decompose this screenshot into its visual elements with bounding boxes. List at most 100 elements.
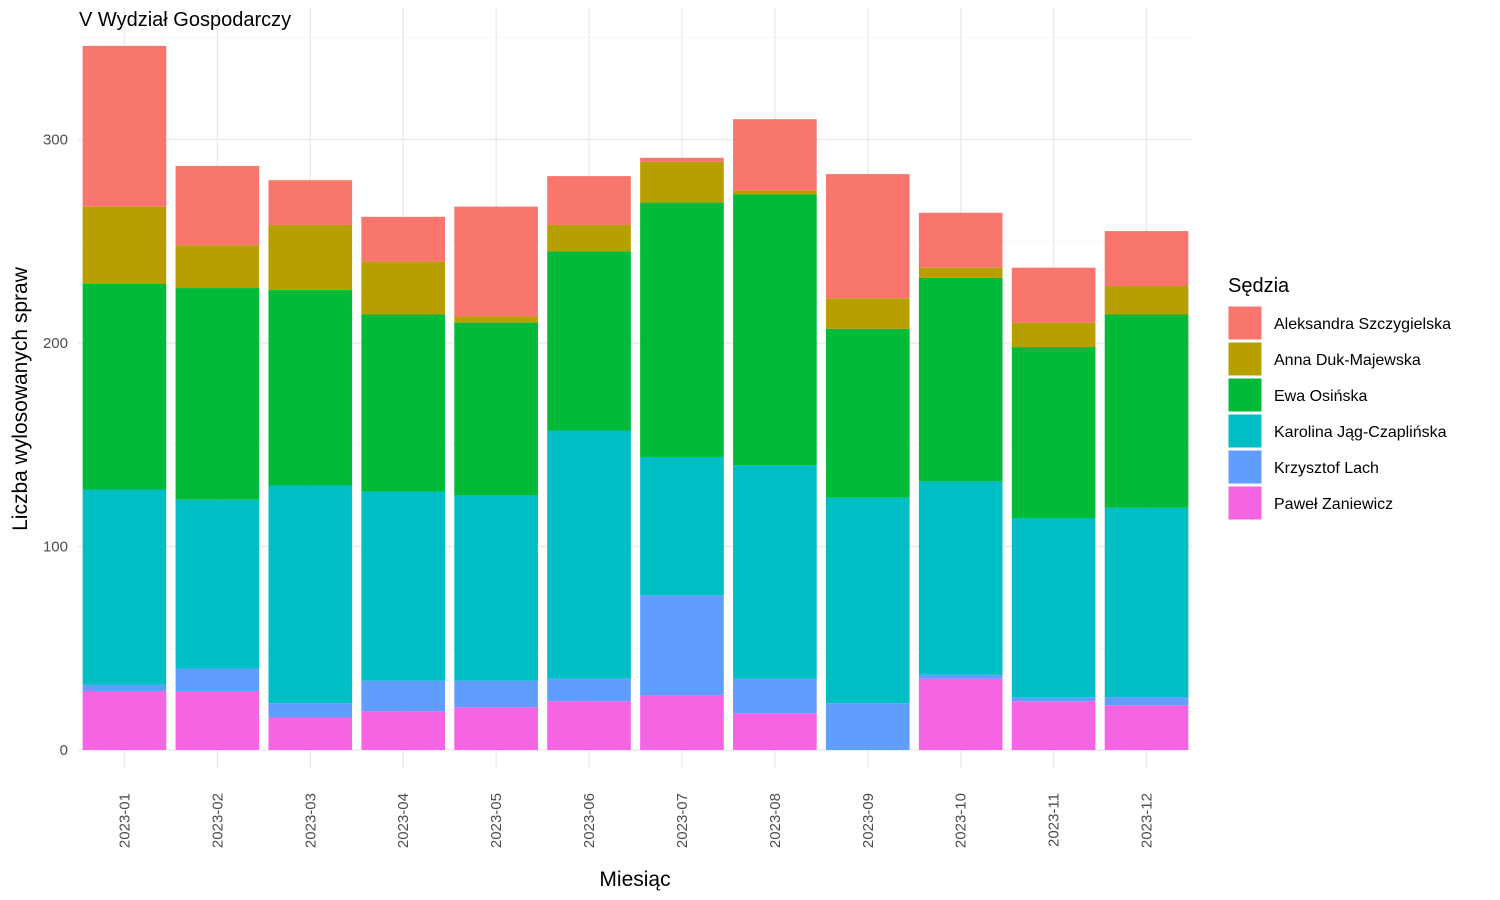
x-tick-label: 2023-08 [767,793,784,848]
bar-segment [1011,267,1096,323]
bar-segment [733,713,817,750]
y-tick-label: 200 [43,335,68,352]
bar-segment [733,190,817,195]
bar-segment [1011,518,1096,698]
legend-label: Ewa Osińska [1274,388,1367,405]
bar-segment [361,711,446,750]
bar-segment [733,465,817,679]
x-tick-label: 2023-04 [395,793,412,848]
bar-segment [454,707,538,750]
bar-segment [825,298,910,329]
y-axis-title: Liczba wylosowanych spraw [9,266,32,531]
bar-segment [361,491,446,681]
bar-segment [1104,286,1189,315]
x-tick-label: 2023-09 [860,793,877,848]
x-tick-label: 2023-05 [488,793,505,848]
bar-segment [825,328,910,498]
bar-segment [1011,701,1096,750]
legend-swatch [1227,377,1263,413]
bar-segment [361,216,446,262]
bar-segment [454,206,538,317]
bar-segment [547,224,631,252]
legend-label: Aleksandra Szczygielska [1274,316,1451,333]
bar-segment [640,695,724,750]
bar-segment [268,290,353,486]
bar-segment [268,180,353,225]
bar-segment [918,674,1003,679]
bar-segment [1104,314,1189,508]
bar-segment [825,703,910,750]
bar-segment [454,680,538,708]
bar-segment [547,678,631,702]
bar-segment [918,277,1003,482]
legend-swatch [1227,449,1263,485]
x-tick-label: 2023-06 [581,793,598,848]
bar-segment [640,157,724,162]
bar-segment [547,701,631,750]
bar-segment [918,212,1003,268]
y-tick-label: 100 [43,539,68,556]
bar-segment [175,499,260,669]
bar-segment [454,495,538,681]
legend-items: Aleksandra Szczygielska Anna Duk-Majewska… [1227,305,1451,521]
bar-segment [640,456,724,596]
legend-swatch [1227,341,1263,377]
bar-segment [1011,347,1096,519]
bar-segment [640,202,724,457]
bar-segment [918,267,1003,278]
bar-segment [175,690,260,750]
bar-segment [175,245,260,289]
bar-segment [82,45,167,207]
y-axis-ticks: 0 100 200 300 [43,132,68,760]
bar-segment [82,690,167,750]
bar-segment [454,322,538,496]
bar-segment [454,316,538,323]
chart-title: V Wydział Gospodarczy [79,9,291,31]
legend: Sędzia Aleksandra Szczygielska Anna Duk-M… [1227,275,1451,521]
legend-title: Sędzia [1228,275,1290,297]
bar-segment [175,668,260,691]
bar-segment [361,680,446,712]
bar-segment [268,717,353,750]
bar-segment [268,703,353,718]
bar-segment [361,314,446,492]
bar-segment [825,497,910,704]
legend-swatch [1227,485,1263,521]
bar-segment [1104,705,1189,750]
bar-segment [825,174,910,299]
bar-segment [268,224,353,291]
bar-segment [1011,697,1096,702]
bar-segment [547,251,631,431]
legend-swatch [1227,305,1263,341]
bar-segment [82,206,167,284]
bar-segment [268,485,353,704]
bar-segment [918,678,1003,750]
x-tick-label: 2023-10 [953,793,970,848]
legend-label: Karolina Jąg-Czaplińska [1274,424,1447,441]
x-tick-label: 2023-01 [116,793,133,848]
bar-segment [733,678,817,714]
x-tick-label: 2023-07 [674,793,691,848]
bar-segment [640,161,724,203]
x-tick-label: 2023-03 [302,793,319,848]
x-tick-label: 2023-02 [209,793,226,848]
bar-segment [82,684,167,691]
bar-segment [547,430,631,679]
bar-segment [640,595,724,696]
bar-segment [733,194,817,466]
legend-label: Paweł Zaniewicz [1274,496,1393,513]
bar-segment [361,261,446,315]
bar-segment [1104,507,1189,698]
x-axis-title: Miesiąc [599,868,670,891]
bar-segment [733,119,817,191]
y-tick-label: 0 [60,742,68,759]
bar-segment [547,176,631,225]
bar-segment [175,165,260,246]
legend-label: Krzysztof Lach [1274,460,1379,477]
bars [82,45,1189,750]
bar-segment [1104,697,1189,706]
bar-segment [82,283,167,490]
x-tick-label: 2023-12 [1139,793,1156,848]
bar-segment [175,288,260,500]
